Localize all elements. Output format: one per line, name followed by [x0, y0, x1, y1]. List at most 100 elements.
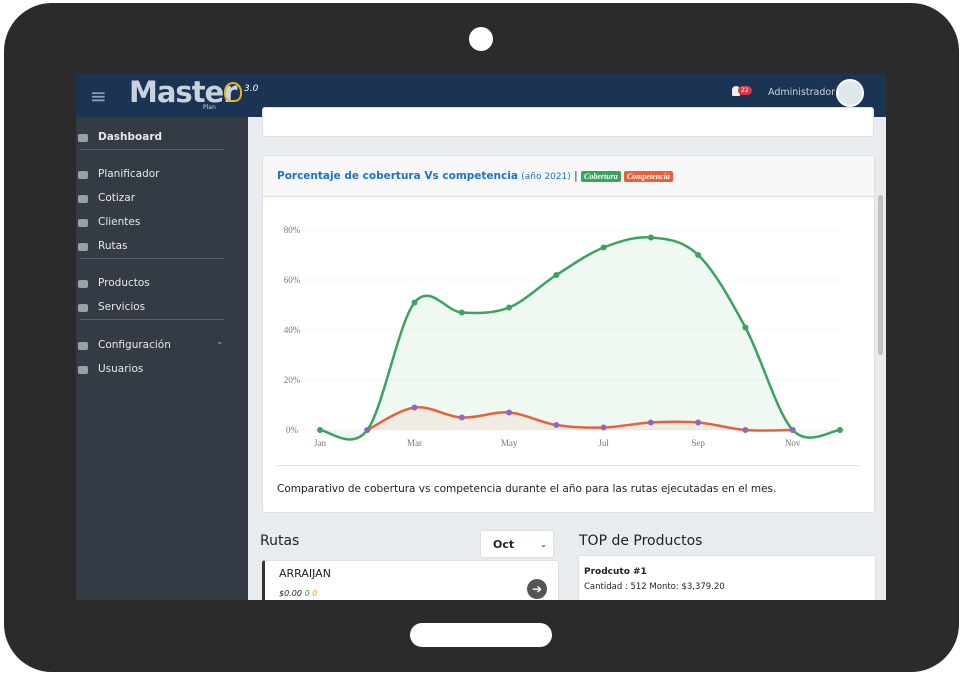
menu-icon[interactable]: ≡: [90, 84, 107, 108]
sidebar-item[interactable]: Configuración: [78, 339, 242, 351]
top-title: TOP de Productos: [579, 533, 703, 549]
data-point: [742, 324, 749, 331]
sidebar-item[interactable]: Cotizar: [78, 192, 242, 204]
ruta-ok: 0: [304, 589, 310, 598]
card-footer: Comparativo de cobertura vs competencia …: [277, 483, 777, 495]
data-point: [458, 309, 465, 316]
sidebar-label: Productos: [98, 277, 150, 289]
data-point: [506, 409, 513, 416]
sidebar-item[interactable]: Dashboard: [78, 131, 242, 150]
series-line: [319, 236, 841, 441]
sidebar-icon: [78, 195, 88, 203]
ruta-item[interactable]: ARRAIJAN $0.00 0 0 ➔: [262, 560, 559, 600]
y-tick-label: 60%: [284, 275, 301, 285]
sidebar-label: Rutas: [98, 240, 128, 252]
sidebar-item[interactable]: Rutas: [78, 240, 242, 259]
data-point: [411, 404, 418, 411]
chart: 0% 20% 40% 60% 80% Jan Mar May Jul Sep Nov: [284, 225, 843, 448]
sidebar-divider: [80, 319, 224, 320]
chart-card: Porcentaje de cobertura Vs competencia (…: [262, 155, 875, 513]
notification-badge: 22: [738, 86, 752, 95]
card-header: Porcentaje de cobertura Vs competencia (…: [263, 156, 874, 197]
data-point: [647, 234, 654, 241]
sidebar-divider: [80, 149, 224, 150]
sidebar-label: Cotizar: [98, 192, 136, 204]
sidebar-item[interactable]: Usuarios: [78, 363, 242, 375]
top-item: Prodcuto #1 Cantidad : 512 Monto: $3,379…: [578, 555, 876, 600]
go-button[interactable]: ➔: [527, 579, 547, 599]
card-heading: Porcentaje de cobertura Vs competencia (…: [277, 170, 676, 182]
sidebar-label: Servicios: [98, 301, 146, 313]
sidebar-icon: [78, 171, 88, 179]
x-tick-label: Nov: [785, 438, 801, 448]
sidebar-item[interactable]: Clientes: [78, 216, 242, 228]
divider: [277, 465, 859, 466]
ruta-name: ARRAIJAN: [279, 567, 331, 580]
data-point: [553, 422, 560, 428]
sidebar-label: Configuración: [98, 339, 171, 351]
bell-icon[interactable]: [732, 86, 740, 96]
data-point: [695, 252, 702, 258]
scrollbar[interactable]: [878, 195, 883, 355]
y-tick-label: 80%: [284, 225, 301, 235]
data-point: [742, 427, 749, 433]
sidebar-icon: [78, 280, 88, 288]
sidebar-icon: [78, 134, 88, 142]
version: 3.0: [244, 84, 259, 94]
header: ≡ Master Plan 3.0 22 Administrador: [76, 74, 886, 117]
logo: Master: [129, 75, 238, 109]
card-title: Porcentaje de cobertura Vs competencia: [277, 170, 518, 182]
sidebar-label: Dashboard: [98, 131, 163, 143]
series-area: [320, 237, 840, 440]
separator: |: [574, 170, 578, 182]
avatar[interactable]: [836, 79, 864, 107]
data-point: [836, 427, 843, 433]
series-line: [366, 406, 793, 432]
x-tick-label: Jan: [314, 438, 326, 448]
data-point: [600, 424, 607, 431]
data-point: [458, 414, 465, 421]
sidebar-icon: [78, 304, 88, 312]
sidebar-icon: [78, 243, 88, 251]
x-tick-label: May: [501, 438, 518, 448]
data-point: [506, 304, 513, 311]
data-point: [553, 272, 560, 278]
data-point: [600, 244, 607, 251]
ruta-pending: 0: [312, 589, 318, 598]
home-button[interactable]: [410, 623, 552, 647]
sidebar-item[interactable]: Servicios: [78, 301, 242, 320]
sidebar-divider: [80, 258, 224, 259]
card-subtitle: (año 2021): [521, 172, 571, 182]
data-point: [647, 419, 654, 426]
sidebar-icon: [78, 366, 88, 374]
user-name[interactable]: Administrador: [768, 87, 836, 98]
x-tick-label: Jul: [598, 438, 609, 448]
data-point: [317, 427, 323, 433]
rutas-title: Rutas: [260, 533, 300, 549]
ruta-stats: $0.00 0 0: [279, 589, 317, 598]
bulb-icon: [224, 82, 242, 102]
month-select[interactable]: Oct ⌄: [480, 530, 554, 558]
ruta-amount: $0.00: [279, 589, 302, 598]
series-area: [367, 407, 793, 431]
y-tick-label: 40%: [284, 325, 301, 335]
data-point: [411, 299, 418, 306]
chevron: ⌄: [216, 337, 224, 347]
x-tick-label: Mar: [407, 438, 422, 448]
legend-badge: Cobertura: [581, 171, 621, 182]
data-point: [695, 419, 702, 426]
sidebar-item[interactable]: Productos: [78, 277, 242, 289]
sidebar-icon: [78, 219, 88, 227]
sidebar-item[interactable]: Planificador: [78, 168, 242, 180]
product-detail: Cantidad : 512 Monto: $3,379.20: [584, 582, 725, 592]
sidebar-icon: [78, 342, 88, 350]
month: Oct: [493, 538, 515, 551]
x-tick-label: Sep: [691, 438, 705, 448]
top-card: [262, 107, 874, 137]
sidebar-label: Usuarios: [98, 363, 144, 375]
logo-sub: Plan: [203, 104, 216, 111]
legend-badge: Competencia: [623, 171, 673, 182]
sidebar: Dashboard Planificador Cotizar Clientes Ruta…: [76, 117, 248, 600]
data-point: [789, 427, 796, 433]
